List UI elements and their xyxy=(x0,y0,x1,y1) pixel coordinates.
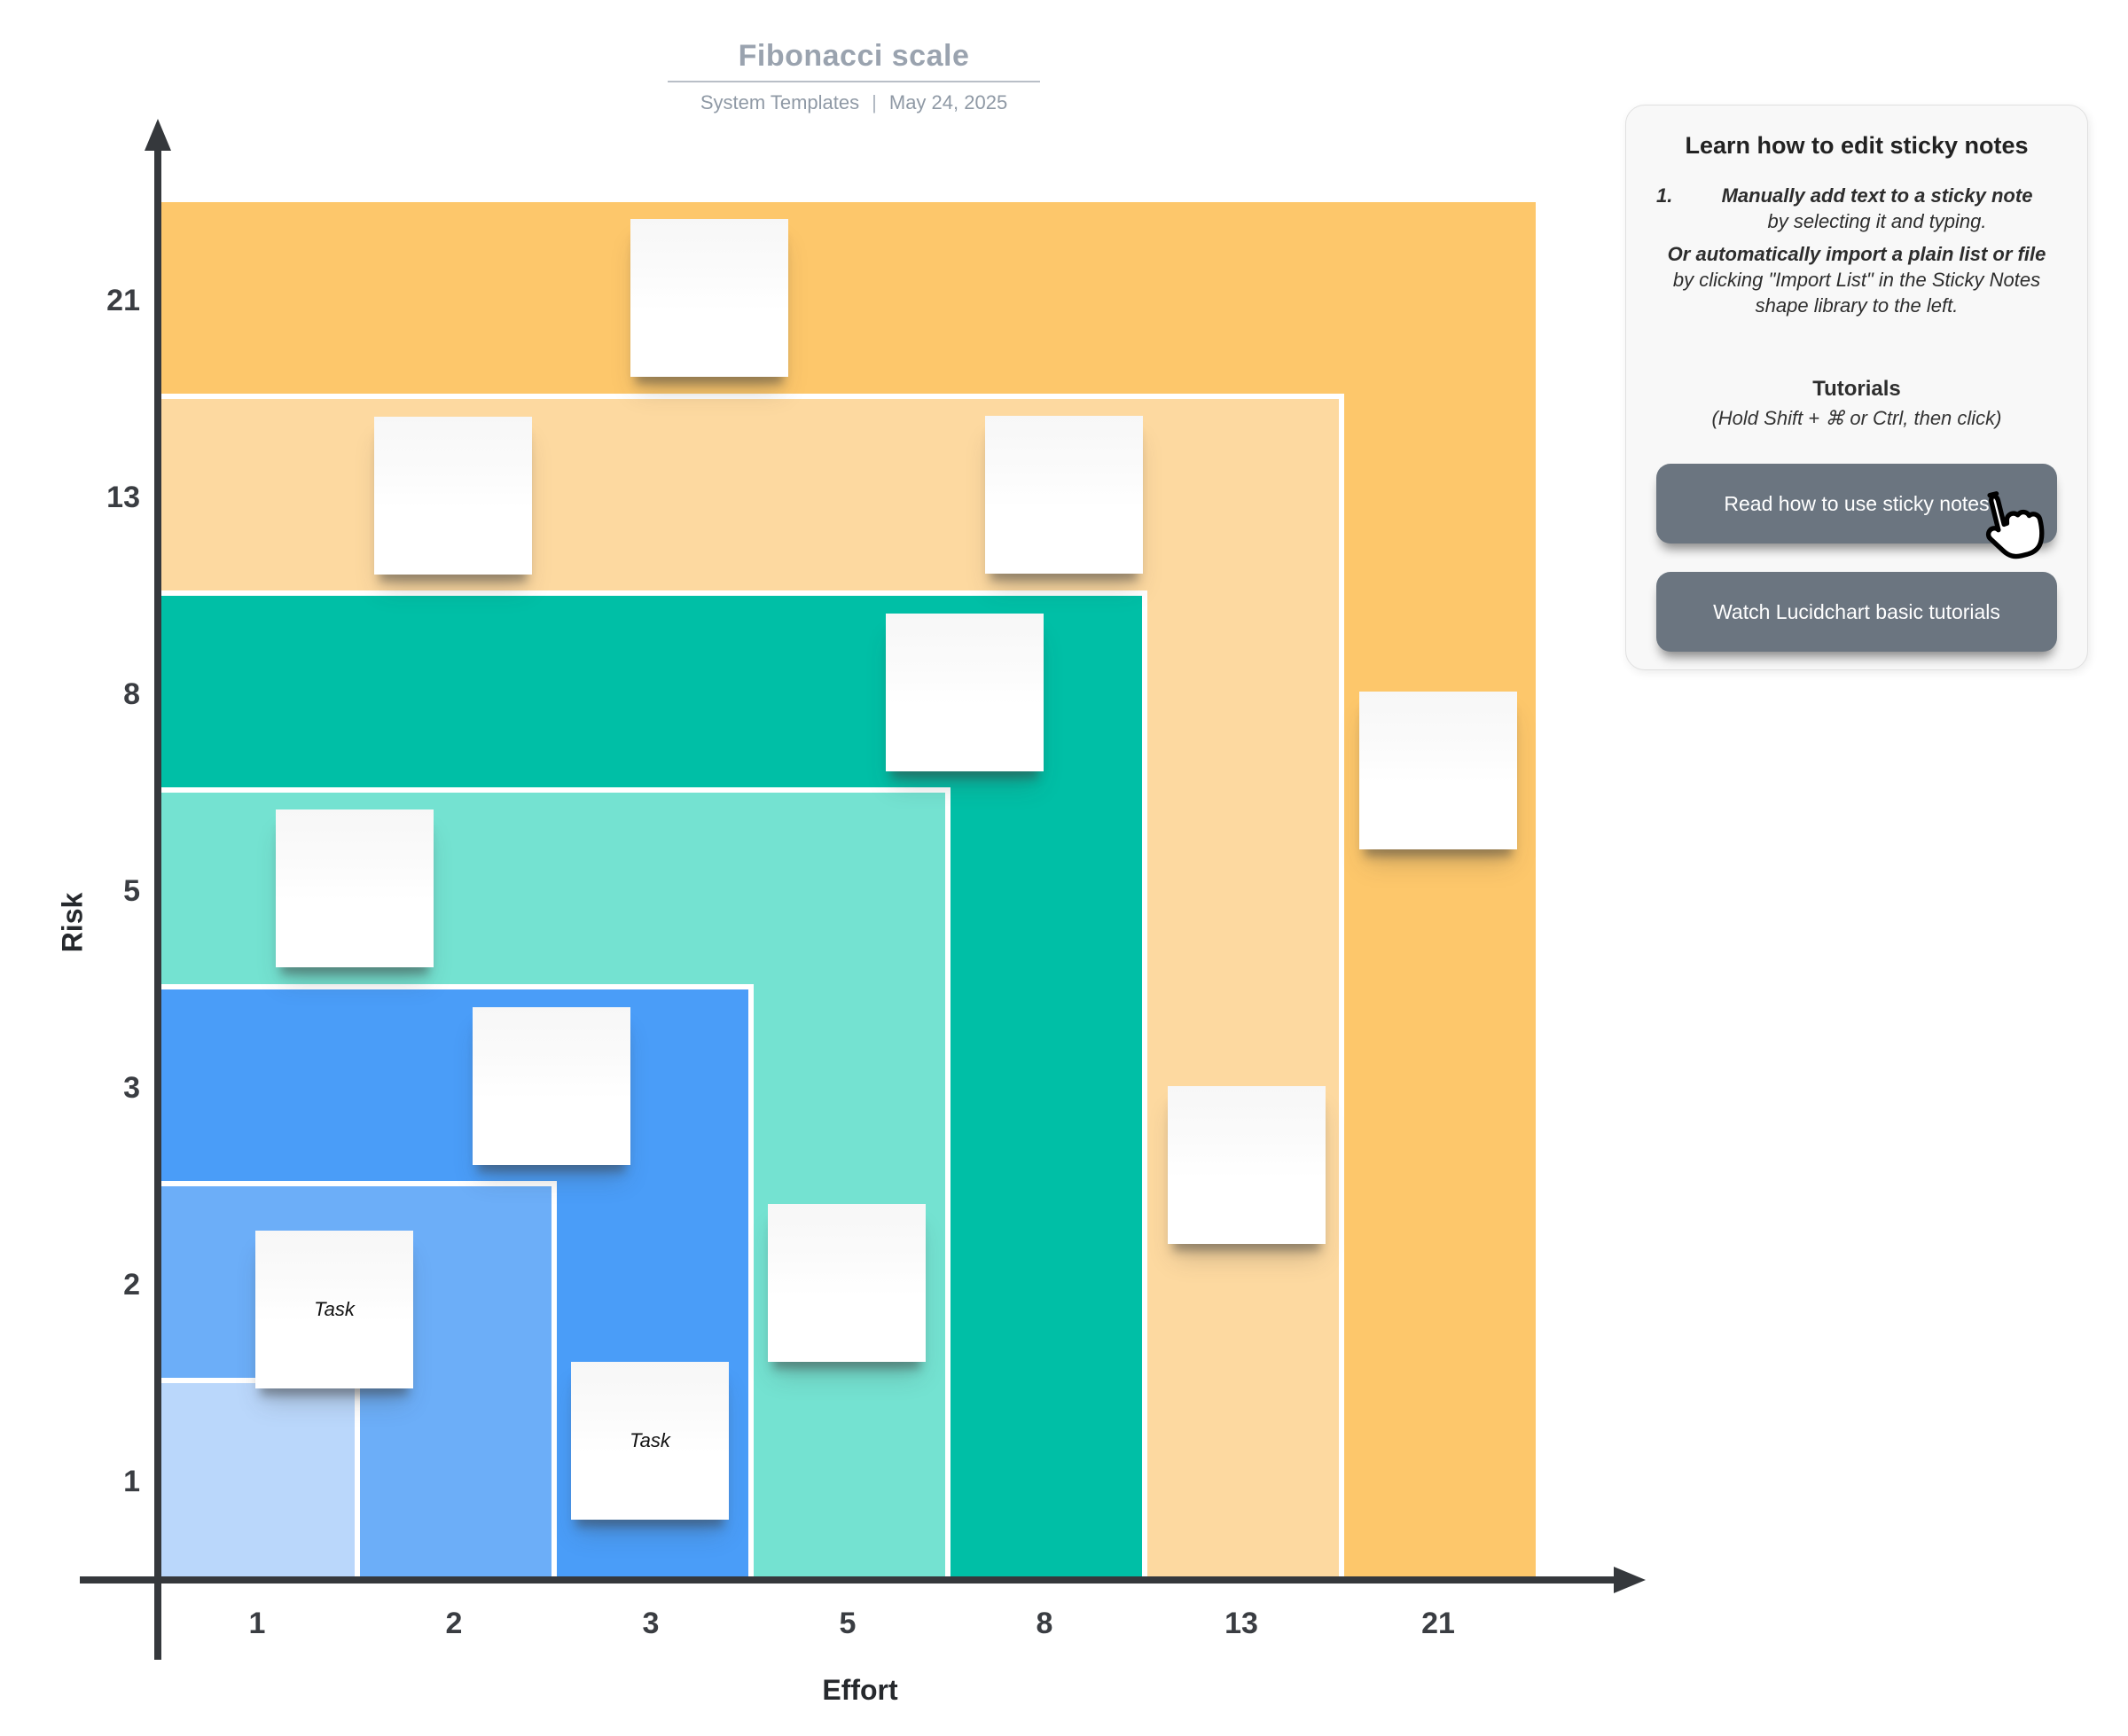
y-axis-line xyxy=(154,133,161,1660)
panel-step-1: 1. Manually add text to a sticky note by… xyxy=(1656,183,2057,234)
sticky-note-label: Task xyxy=(630,1429,670,1451)
title-underline xyxy=(668,81,1040,82)
y-tick-2: 2 xyxy=(123,1268,140,1302)
y-axis-arrow-icon xyxy=(145,119,171,151)
y-tick-1: 1 xyxy=(123,1465,140,1498)
subtitle: System Templates | May 24, 2025 xyxy=(641,91,1067,114)
sticky-note[interactable] xyxy=(985,416,1143,574)
x-tick-8: 8 xyxy=(1036,1607,1053,1640)
sticky-note[interactable] xyxy=(768,1204,926,1362)
step-1-bold: Manually add text to a sticky note xyxy=(1721,184,2033,207)
x-axis-title: Effort xyxy=(822,1674,898,1706)
tutorials-hint: (Hold Shift + ⌘ or Ctrl, then click) xyxy=(1711,407,2002,430)
x-tick-1: 1 xyxy=(248,1607,266,1640)
sticky-note[interactable] xyxy=(1359,692,1517,849)
sticky-note[interactable] xyxy=(374,417,532,575)
sticky-note-task[interactable]: Task xyxy=(255,1231,413,1388)
page-title: Fibonacci scale xyxy=(738,39,970,73)
y-tick-21: 21 xyxy=(106,284,140,317)
step-number: 1. xyxy=(1656,184,1673,207)
step-2-rest: by clicking "Import List" in the Sticky … xyxy=(1672,269,2041,317)
subtitle-source: System Templates xyxy=(700,91,860,113)
tutorials-heading: Tutorials xyxy=(1812,377,1901,402)
sticky-note[interactable] xyxy=(1168,1086,1326,1244)
subtitle-divider: | xyxy=(872,91,877,113)
y-tick-13: 13 xyxy=(106,481,140,514)
step-2-bold: Or automatically import a plain list or … xyxy=(1667,243,2046,266)
panel-heading: Learn how to edit sticky notes xyxy=(1685,132,2029,159)
step-1-rest: by selecting it and typing. xyxy=(1767,210,1987,233)
x-tick-2: 2 xyxy=(445,1607,463,1640)
sticky-note[interactable] xyxy=(630,219,788,377)
sticky-note-task[interactable]: Task xyxy=(571,1362,729,1520)
x-axis-line xyxy=(80,1576,1630,1584)
hand-cursor-icon xyxy=(1985,491,2045,559)
x-tick-21: 21 xyxy=(1421,1607,1455,1640)
fibonacci-band-1[interactable] xyxy=(158,1378,360,1580)
step-1-text: Manually add text to a sticky note by se… xyxy=(1697,183,2057,234)
y-tick-8: 8 xyxy=(123,677,140,711)
title-block: Fibonacci scale System Templates | May 24,… xyxy=(641,39,1067,114)
x-tick-13: 13 xyxy=(1224,1607,1258,1640)
instructions-panel: Learn how to edit sticky notes 1. Manual… xyxy=(1625,105,2088,670)
x-axis-arrow-icon xyxy=(1614,1567,1646,1593)
sticky-note-label: Task xyxy=(314,1298,355,1320)
x-tick-5: 5 xyxy=(839,1607,857,1640)
y-tick-3: 3 xyxy=(123,1071,140,1105)
sticky-note[interactable] xyxy=(276,809,434,967)
sticky-note[interactable] xyxy=(473,1007,630,1165)
panel-step-2: Or automatically import a plain list or … xyxy=(1656,241,2057,318)
watch-tutorials-button[interactable]: Watch Lucidchart basic tutorials xyxy=(1656,572,2057,653)
x-tick-3: 3 xyxy=(642,1607,660,1640)
y-tick-5: 5 xyxy=(123,874,140,908)
subtitle-date: May 24, 2025 xyxy=(888,91,1008,113)
sticky-note[interactable] xyxy=(886,614,1044,771)
y-axis-title: Risk xyxy=(56,892,89,953)
